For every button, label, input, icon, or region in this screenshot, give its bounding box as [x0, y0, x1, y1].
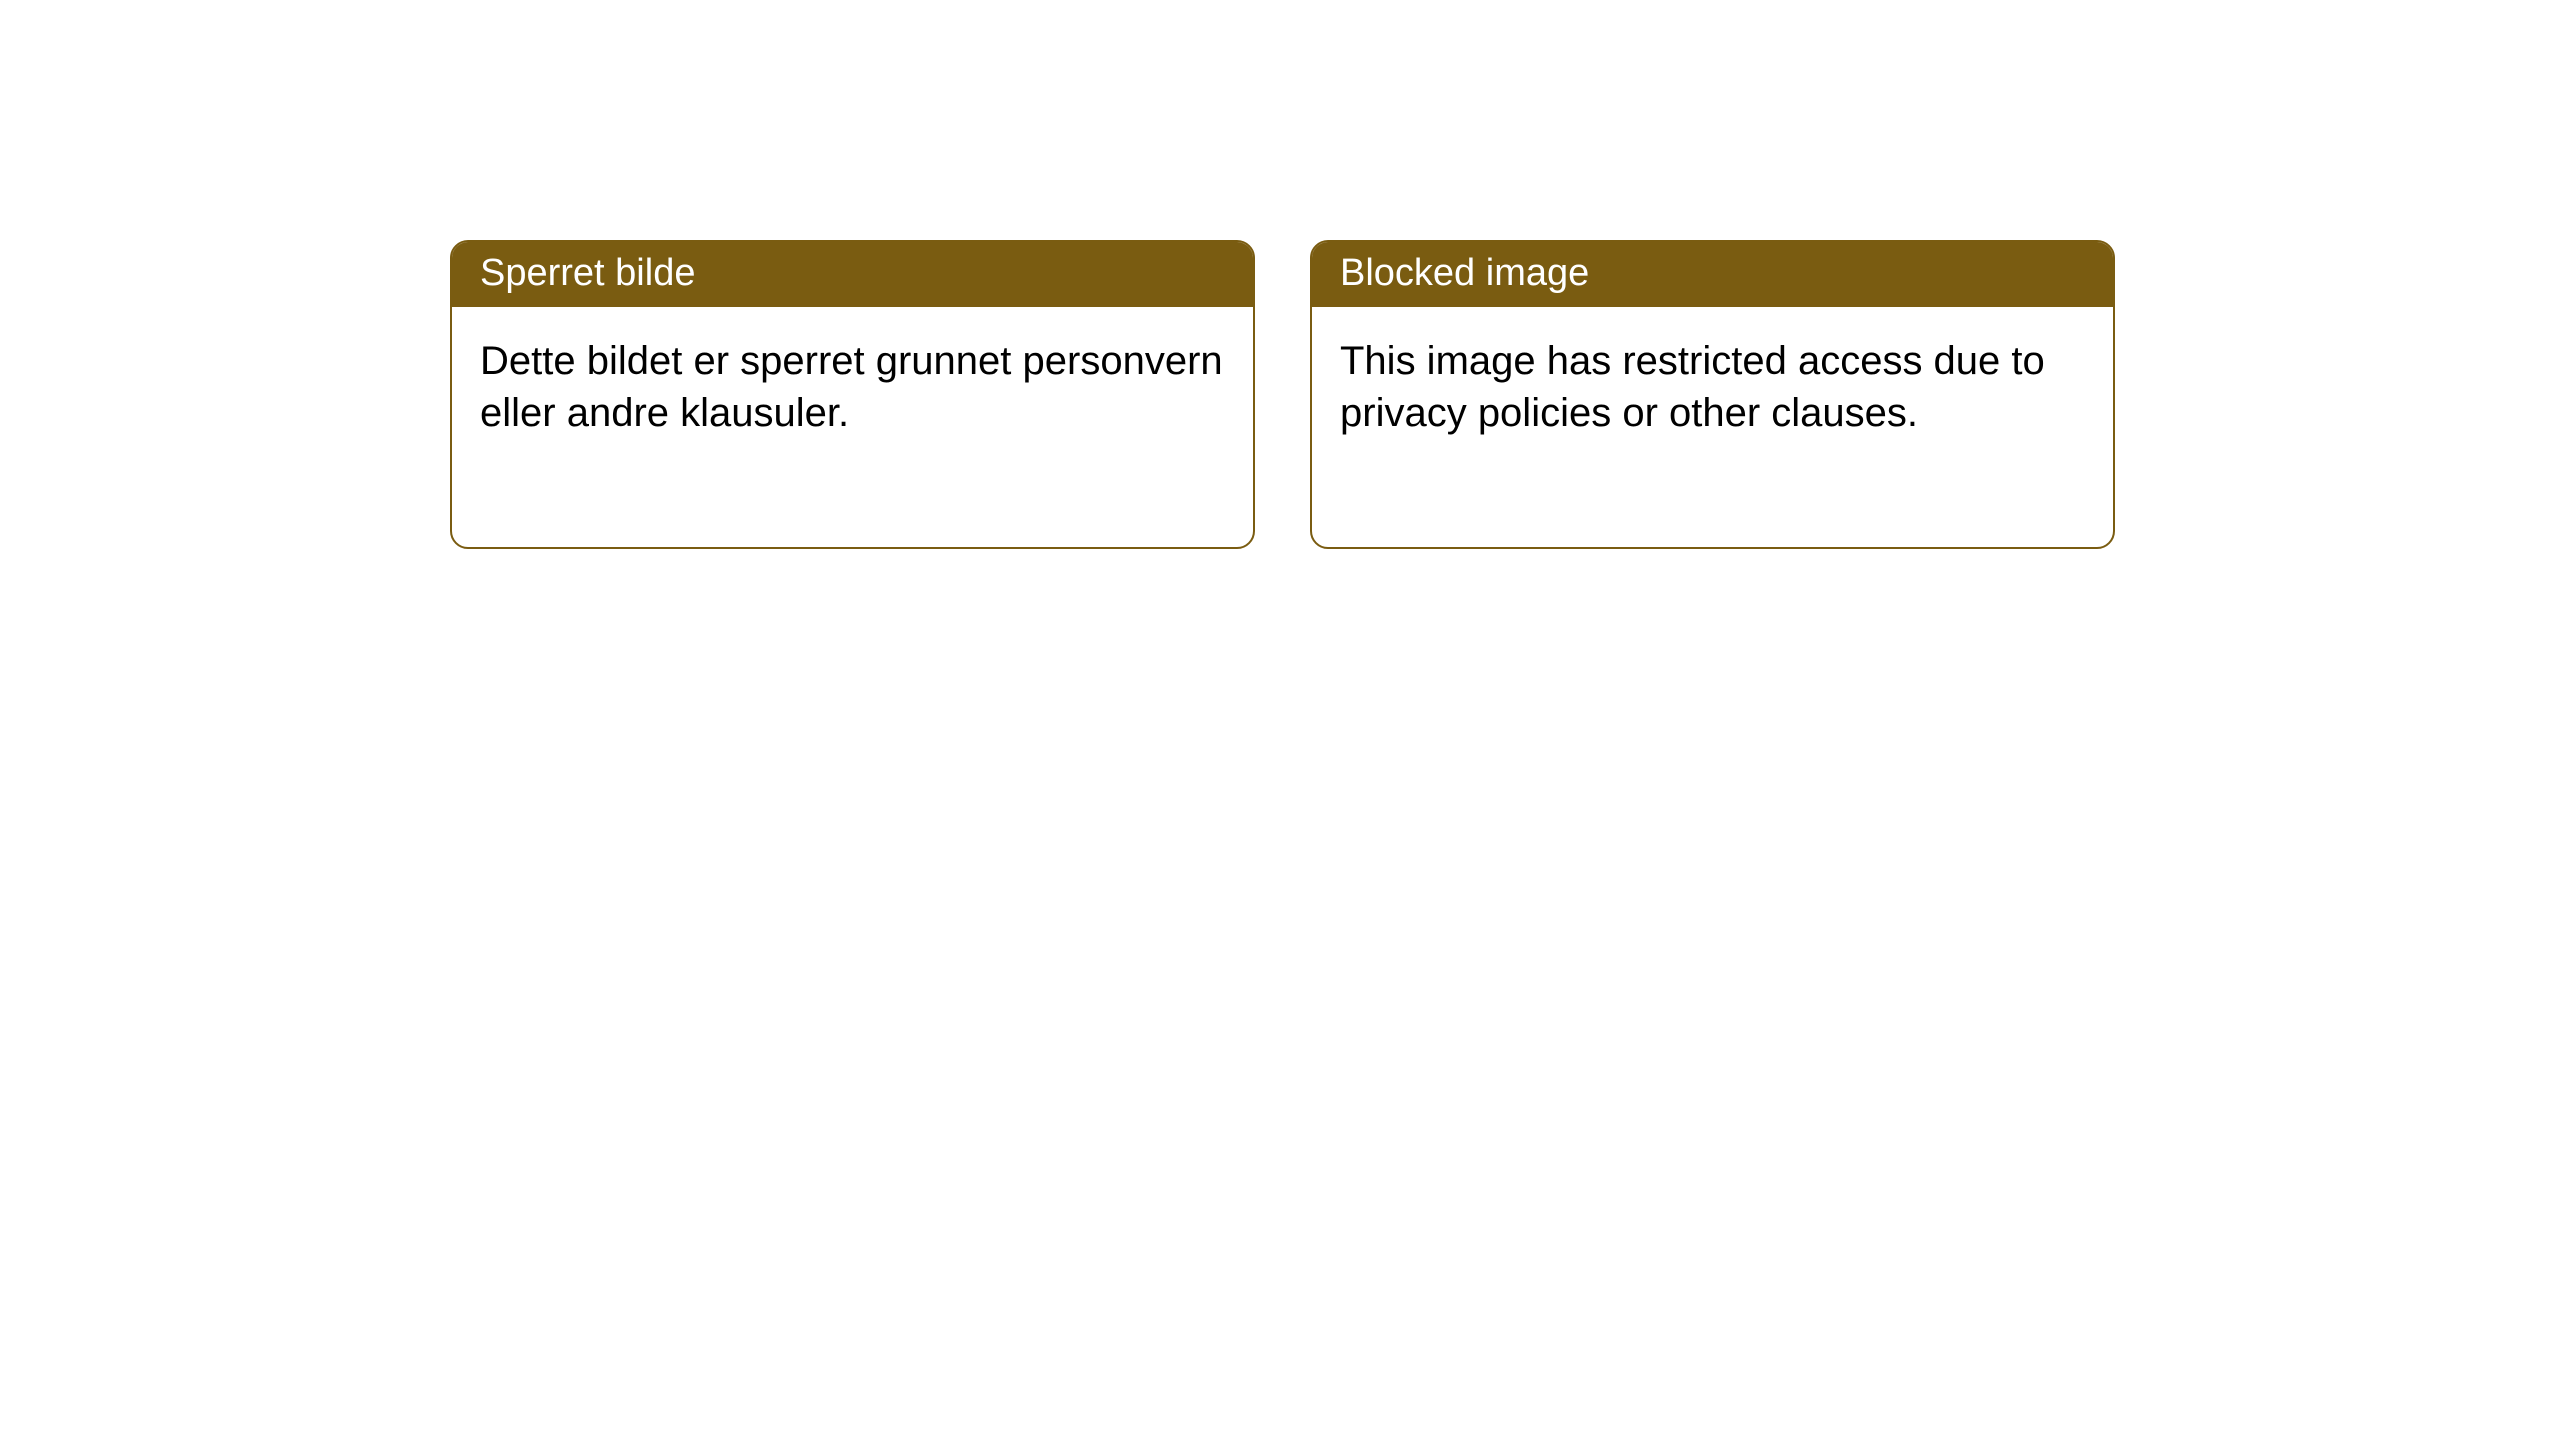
notice-card-norwegian: Sperret bilde Dette bildet er sperret gr…: [450, 240, 1255, 549]
notice-card-english: Blocked image This image has restricted …: [1310, 240, 2115, 549]
notice-message: This image has restricted access due to …: [1340, 339, 2045, 435]
notice-header: Sperret bilde: [452, 242, 1253, 307]
notice-header: Blocked image: [1312, 242, 2113, 307]
notice-container: Sperret bilde Dette bildet er sperret gr…: [450, 240, 2115, 549]
notice-title: Blocked image: [1340, 252, 1589, 294]
notice-body: Dette bildet er sperret grunnet personve…: [452, 307, 1253, 547]
notice-body: This image has restricted access due to …: [1312, 307, 2113, 547]
notice-title: Sperret bilde: [480, 252, 695, 294]
notice-message: Dette bildet er sperret grunnet personve…: [480, 339, 1223, 435]
